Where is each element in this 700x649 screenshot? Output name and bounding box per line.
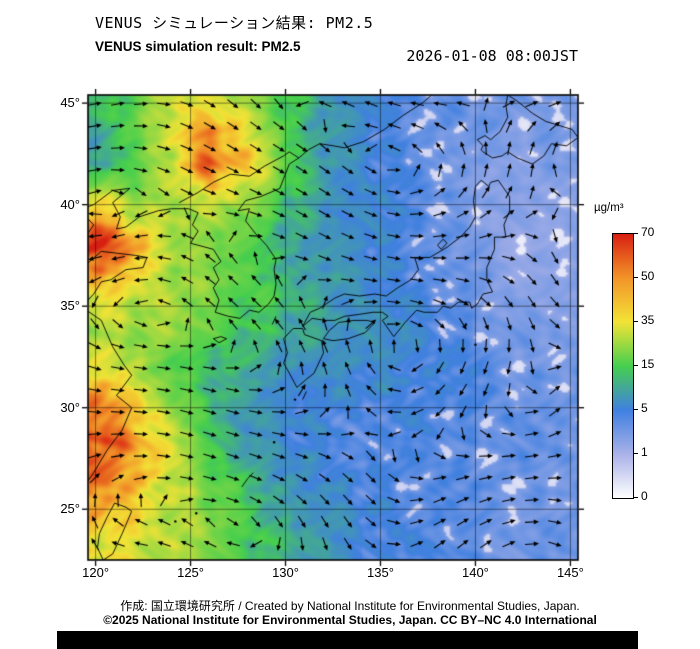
colorbar (612, 233, 634, 499)
colorbar-unit-label: µg/m³ (594, 202, 624, 214)
colorbar-tickmark (633, 409, 638, 410)
x-tick-label: 145° (556, 565, 584, 580)
credit-line: 作成: 国立環境研究所 / Created by National Instit… (120, 599, 580, 613)
y-tick-label: 45° (60, 95, 80, 111)
x-tick-label: 120° (82, 565, 110, 580)
colorbar-tickmark (633, 365, 638, 366)
colorbar-tick-label: 5 (641, 401, 648, 415)
x-tick-label: 135° (367, 565, 394, 580)
x-tick-label: 130° (272, 565, 299, 580)
x-tick-label: 140° (461, 565, 489, 580)
colorbar-tick-label: 35 (641, 313, 655, 327)
map-canvas (80, 87, 586, 568)
y-tick-label: 35° (60, 298, 80, 314)
colorbar-tick-label: 70 (641, 225, 655, 239)
y-tick-label: 30° (60, 399, 80, 415)
page-title-japanese: VENUS シミュレーション結果: PM2.5 (95, 14, 374, 32)
timestamp: 2026-01-08 08:00JST (406, 47, 578, 65)
y-tick-label: 40° (60, 196, 80, 212)
colorbar-tickmark (633, 453, 638, 454)
colorbar-tickmark (633, 277, 638, 278)
bottom-bar (57, 631, 638, 649)
license-line: ©2025 National Institute for Environment… (103, 613, 597, 627)
y-tick-label: 25° (60, 501, 80, 517)
colorbar-tick-label: 50 (641, 269, 655, 283)
colorbar-tickmark (633, 233, 638, 234)
colorbar-tick-label: 1 (641, 445, 648, 459)
colorbar-tickmark (633, 497, 638, 498)
colorbar-tickmark (633, 321, 638, 322)
colorbar-tick-label: 15 (641, 357, 655, 371)
x-tick-label: 125° (177, 565, 204, 580)
colorbar-tick-label: 0 (641, 489, 648, 503)
page-title-english: VENUS simulation result: PM2.5 (95, 39, 301, 54)
